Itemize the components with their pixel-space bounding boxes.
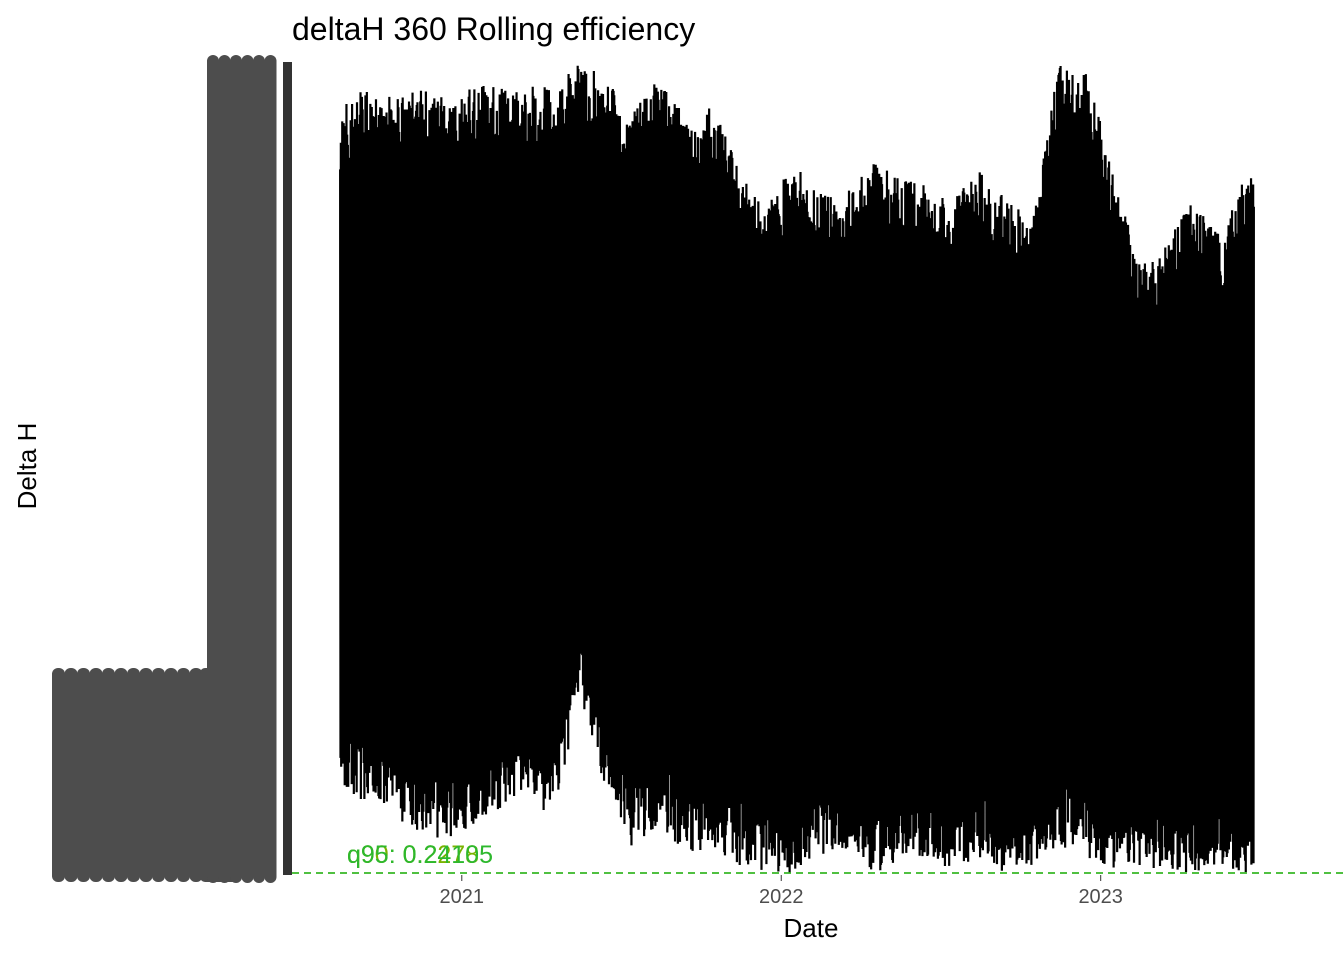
x-axis: 2021 2022 2023 — [440, 875, 1123, 908]
y-tick-glyph-stack — [152, 668, 165, 882]
y-tick-glyph-stack — [218, 55, 231, 883]
x-tick-label: 2021 — [440, 886, 485, 908]
y-tick-glyph-stack — [127, 668, 140, 882]
x-tick-label: 2023 — [1078, 886, 1123, 908]
x-axis-title: Date — [784, 913, 839, 943]
plot-area — [339, 65, 1255, 873]
y-tick-glyph-stack — [114, 668, 128, 882]
y-tick-glyph-stack — [164, 668, 178, 882]
y-tick-glyph-stack — [89, 668, 103, 882]
y-tick-glyph-stack — [189, 668, 203, 882]
y-tick-glyph-stack — [241, 55, 254, 883]
chart-title: deltaH 360 Rolling efficiency — [292, 11, 695, 47]
y-axis-title: Delta H — [12, 423, 42, 510]
rolling-efficiency-line — [339, 65, 1255, 873]
y-axis-tick-band — [283, 62, 292, 875]
y-tick-glyph-stack — [139, 668, 153, 882]
y-tick-glyph-stack — [207, 55, 219, 883]
reference-line-label: q90: 0.2278 — [347, 841, 479, 869]
y-tick-glyph-stack — [253, 55, 265, 883]
y-tick-glyph-stack — [230, 55, 242, 883]
y-tick-glyph-stack — [177, 668, 190, 882]
y-tick-glyph-stack — [52, 668, 65, 882]
y-tick-glyph-stack — [64, 668, 78, 882]
y-tick-glyph-stack — [264, 55, 277, 883]
y-tick-glyph-stack — [102, 668, 115, 882]
reference-line-label: q95: 0.24105 — [347, 841, 493, 869]
x-tick-label: 2022 — [759, 886, 804, 908]
axis-glyph-clutter — [52, 55, 292, 883]
y-tick-glyph-stack — [77, 668, 90, 882]
